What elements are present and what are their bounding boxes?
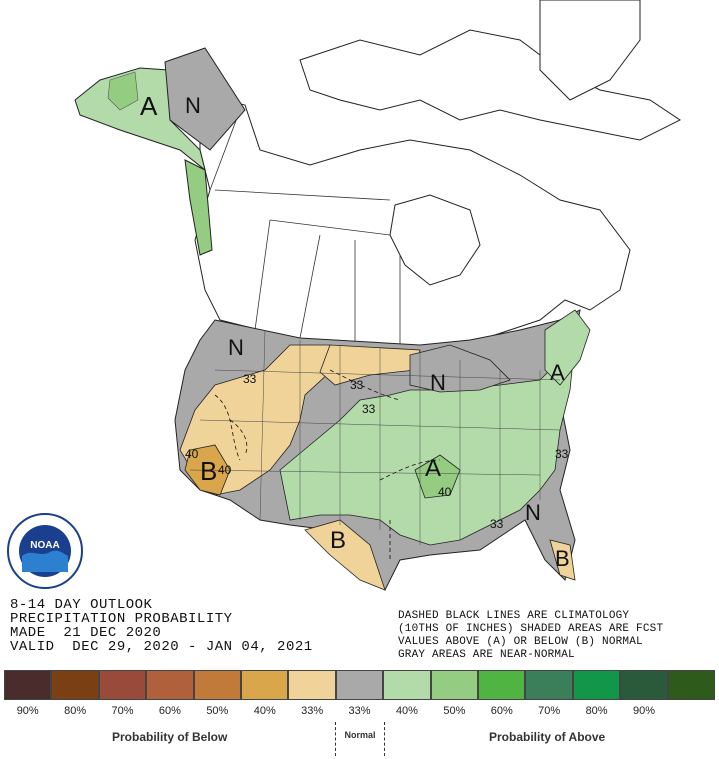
legend-label: 60% — [158, 705, 181, 717]
normal-caption: Normal — [344, 730, 376, 740]
label-alaska-normal: N — [185, 93, 201, 118]
label-west-below: B — [200, 456, 217, 486]
label-se-above: A — [425, 455, 441, 482]
legend-label: 60% — [490, 705, 513, 717]
tennessee-above-40-region — [414, 454, 461, 499]
legend-label: 80% — [64, 705, 87, 717]
legend-swatch — [146, 670, 194, 700]
legend-label: 33% — [301, 705, 324, 717]
legend-swatch — [667, 670, 716, 700]
label-west-40a: 40 — [185, 447, 199, 461]
legend-label: 90% — [632, 705, 655, 717]
outlook-map: A N N 33 40 B 40 33 33 N A A 40 33 33 B … — [74, 0, 681, 591]
legend-swatch — [525, 670, 573, 700]
label-fl-normal: N — [525, 500, 541, 525]
outlook-title-block: 8-14 DAY OUTLOOK PRECIPITATION PROBABILI… — [10, 598, 313, 654]
northeast-above-region — [544, 309, 591, 386]
greenland — [539, 0, 641, 101]
alaska-normal-region — [164, 47, 246, 151]
legend-swatch — [620, 670, 668, 700]
legend-swatch — [193, 670, 242, 700]
legend-swatch — [572, 670, 621, 700]
label-east-33: 33 — [555, 447, 569, 461]
legend-swatch — [51, 670, 99, 700]
legend-swatch — [383, 670, 431, 700]
map-note-block: DASHED BLACK LINES ARE CLIMATOLOGY (10TH… — [398, 610, 663, 662]
note-line-1: DASHED BLACK LINES ARE CLIMATOLOGY — [398, 610, 630, 622]
legend-label: 70% — [111, 705, 134, 717]
label-alaska-above: A — [140, 91, 158, 121]
legend-swatch — [4, 670, 52, 700]
alaska-above-region — [74, 67, 206, 172]
legend-label: 40% — [395, 705, 418, 717]
label-plains-33a: 33 — [350, 378, 364, 392]
label-nw-normal: N — [228, 335, 244, 360]
legend-label: 50% — [443, 705, 466, 717]
label-nw-33: 33 — [243, 372, 257, 386]
noaa-logo-text: NOAA — [30, 540, 59, 551]
arctic-islands — [299, 29, 681, 141]
above-caption: Probability of Above — [489, 730, 606, 744]
label-se-40: 40 — [438, 485, 452, 499]
noaa-logo: NOAA — [7, 513, 83, 589]
label-west-40b: 40 — [218, 463, 232, 477]
panhandle-above-region — [184, 159, 213, 256]
legend-swatch — [241, 670, 289, 700]
legend-label: 70% — [538, 705, 561, 717]
legend-label: 80% — [585, 705, 608, 717]
label-se-33: 33 — [490, 517, 504, 531]
legend-labels: 90% 80% 70% 60% 50% 40% 33% 33% 40% 50% 60% 70% 80% 9… — [4, 705, 715, 717]
title-line-2: PRECIPITATION PROBABILITY — [10, 611, 233, 627]
legend-swatch — [98, 670, 147, 700]
legend-label: 90% — [16, 705, 39, 717]
alaska-above-40-region — [107, 71, 139, 111]
label-plains-33b: 33 — [362, 402, 376, 416]
legend-swatch — [335, 670, 384, 700]
title-line-1: 8-14 DAY OUTLOOK — [10, 597, 153, 613]
label-fl-below: B — [555, 546, 570, 571]
legend-label: 33% — [348, 705, 371, 717]
hudson-bay — [389, 194, 481, 286]
title-line-4: VALID DEC 29, 2020 - JAN 04, 2021 — [10, 639, 313, 655]
note-line-3: VALUES ABOVE (A) OR BELOW (B) NORMAL — [398, 636, 643, 648]
legend-label — [668, 705, 715, 717]
legend-swatch — [288, 670, 336, 700]
label-texas-below: B — [330, 527, 346, 554]
normal-caption-box: Normal — [335, 722, 385, 756]
legend-swatch — [478, 670, 526, 700]
title-line-3: MADE 21 DEC 2020 — [10, 625, 162, 641]
label-ne-above: A — [550, 360, 565, 385]
note-line-2: (10THS OF INCHES) SHADED AREAS ARE FCST — [398, 623, 664, 635]
legend-label: 50% — [206, 705, 229, 717]
label-lakes-normal: N — [430, 370, 446, 395]
legend-swatch — [430, 670, 479, 700]
legend-label: 40% — [253, 705, 276, 717]
note-line-4: GRAY AREAS ARE NEAR-NORMAL — [398, 649, 575, 661]
below-caption: Probability of Below — [112, 730, 228, 744]
florida-below-33-region — [549, 539, 576, 581]
legend-color-bar — [4, 670, 716, 700]
